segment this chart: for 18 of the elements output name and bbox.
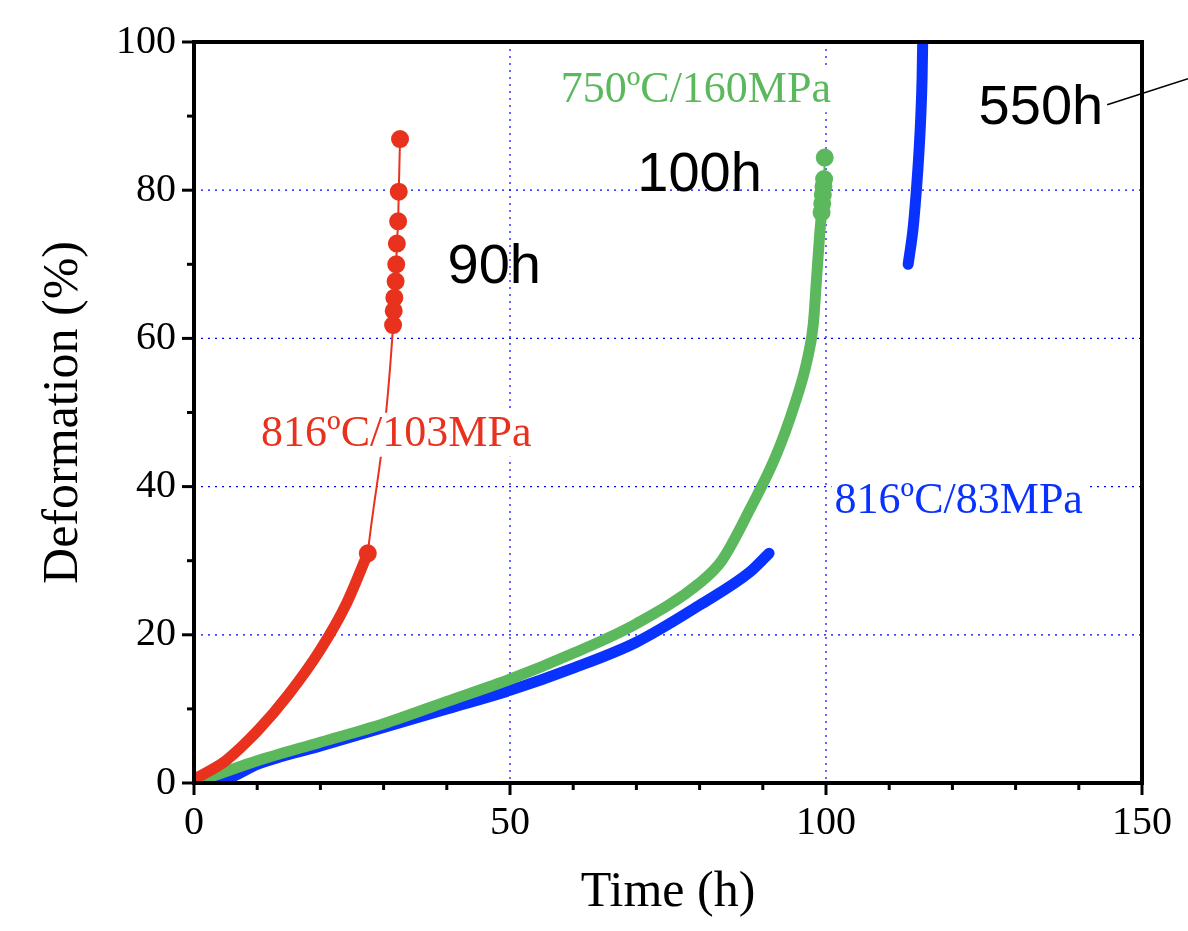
- y-tick-label: 40: [136, 461, 176, 507]
- x-tick-label: 0: [184, 797, 204, 843]
- x-tick-label: 150: [1112, 797, 1172, 843]
- x-tick-label: 50: [490, 797, 530, 843]
- y-tick-label: 80: [136, 164, 176, 210]
- y-tick-label: 0: [156, 757, 176, 803]
- y-tick-label: 20: [136, 609, 176, 655]
- y-tick-label: 60: [136, 312, 176, 358]
- text: 750ºC/160MPa: [560, 62, 831, 112]
- series-label: 816ºC/83MPa: [834, 473, 1083, 523]
- annotation: 550h: [978, 73, 1104, 137]
- annotation: 90h: [447, 231, 541, 295]
- text: 816ºC/103MPa: [261, 407, 532, 457]
- annotation: 100h: [637, 139, 762, 203]
- x-tick-label: 100: [796, 797, 856, 843]
- y-axis-title: Deformation (%): [32, 241, 89, 584]
- y-tick-label: 100: [116, 16, 176, 62]
- x-axis-title: Time (h): [580, 861, 756, 918]
